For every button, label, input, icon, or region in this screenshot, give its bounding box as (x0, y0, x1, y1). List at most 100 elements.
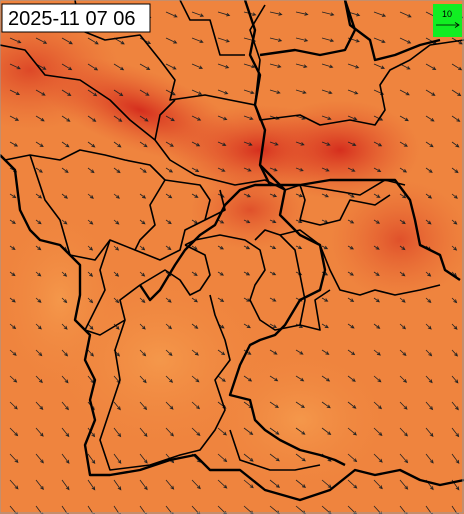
wind-arrow (425, 297, 432, 304)
wind-arrow (399, 89, 410, 96)
wind-arrow (35, 37, 48, 44)
wind-arrow (373, 37, 386, 44)
wind-arrow (321, 63, 334, 69)
wind-arrow (321, 115, 332, 120)
wind-arrow (191, 193, 199, 198)
wind-arrow (9, 401, 18, 410)
wind-arrow (139, 375, 147, 384)
wind-arrow (295, 167, 304, 172)
wind-arrow (451, 193, 458, 199)
wind-arrow (321, 297, 329, 302)
wind-arrow (347, 375, 356, 382)
wind-arrow (113, 323, 120, 330)
wind-arrow (113, 219, 120, 225)
wind-arrow (451, 323, 458, 330)
wind-arrow (191, 271, 198, 276)
wind-arrow (165, 141, 174, 147)
wind-arrow (165, 167, 174, 173)
wind-arrow (373, 323, 381, 329)
wind-arrow (35, 115, 45, 122)
wind-arrow (9, 349, 17, 356)
wind-arrow (425, 167, 433, 173)
wind-arrow (191, 401, 201, 410)
wind-arrow (243, 297, 251, 302)
wind-arrow (295, 375, 305, 382)
wind-arrow (61, 479, 70, 491)
wind-arrow (165, 401, 174, 410)
wind-arrow (347, 479, 358, 489)
wind-arrow (425, 193, 433, 199)
wind-arrow (347, 141, 357, 146)
wind-arrow (399, 37, 412, 44)
wind-arrow (321, 375, 331, 382)
wind-arrow (113, 141, 122, 148)
wind-arrow (139, 89, 150, 96)
wind-arrow (113, 271, 120, 277)
wind-arrow (191, 37, 204, 43)
wind-arrow (243, 167, 252, 172)
wind-arrow (191, 141, 201, 147)
wind-arrow (35, 167, 43, 173)
wind-arrow (399, 245, 406, 251)
wind-arrow (61, 167, 69, 174)
wind-arrow (9, 141, 19, 147)
wind-arrow (295, 427, 306, 435)
wind-arrow (35, 297, 42, 303)
wind-arrow (373, 453, 383, 463)
wind-arrow (87, 219, 94, 225)
wind-arrow (269, 89, 281, 94)
wind-arrow (87, 63, 99, 71)
wind-arrow (347, 167, 356, 172)
wind-arrow (451, 297, 458, 304)
wind-arrow (35, 271, 42, 277)
wind-arrow (191, 323, 199, 329)
wind-arrow (425, 349, 433, 357)
wind-arrow (139, 427, 148, 437)
timestamp: 2025-11 07 06 (8, 8, 136, 30)
wind-arrow (35, 141, 44, 148)
wind-arrow (165, 427, 174, 437)
wind-arrow (425, 63, 437, 70)
wind-arrow (373, 115, 384, 121)
wind-arrow (269, 37, 283, 42)
wind-arrow (139, 141, 148, 148)
wind-arrow (9, 479, 19, 490)
wind-arrow (425, 271, 432, 277)
wind-arrow (9, 375, 18, 383)
wind-arrow (87, 115, 97, 122)
wind-arrow (139, 63, 151, 70)
wind-arrow (165, 349, 173, 357)
wind-arrow (165, 219, 172, 225)
wind-arrow (295, 245, 303, 250)
wind-arrow (399, 349, 407, 357)
wind-arrow (217, 141, 227, 146)
wind-arrow (165, 323, 173, 330)
wind-arrow (165, 89, 176, 96)
wind-arrow (243, 141, 253, 146)
wind-arrow (35, 453, 44, 464)
wind-arrow (87, 297, 94, 304)
wind-arrow (165, 375, 174, 383)
wind-arrow (165, 11, 178, 18)
wind-arrow (373, 271, 380, 276)
wind-arrow (35, 401, 44, 410)
wind-arrow (321, 245, 329, 250)
wind-arrow (451, 427, 460, 438)
wind-arrow (425, 375, 433, 384)
wind-arrow (451, 453, 460, 464)
wind-arrow (243, 323, 251, 329)
wind-arrow (269, 219, 277, 224)
wind-arrow (61, 297, 68, 304)
wind-arrow (425, 453, 434, 464)
wind-arrow (87, 89, 98, 97)
wind-arrow (347, 349, 356, 356)
wind-arrow (165, 479, 175, 490)
wind-arrow (399, 11, 412, 18)
wind-arrow (399, 323, 407, 330)
wind-arrow (451, 219, 458, 225)
wind-arrow (113, 115, 123, 122)
wind-arrow (347, 245, 354, 250)
wind-arrow (139, 323, 146, 330)
wind-arrow (347, 401, 357, 409)
wind-arrow (243, 115, 254, 120)
